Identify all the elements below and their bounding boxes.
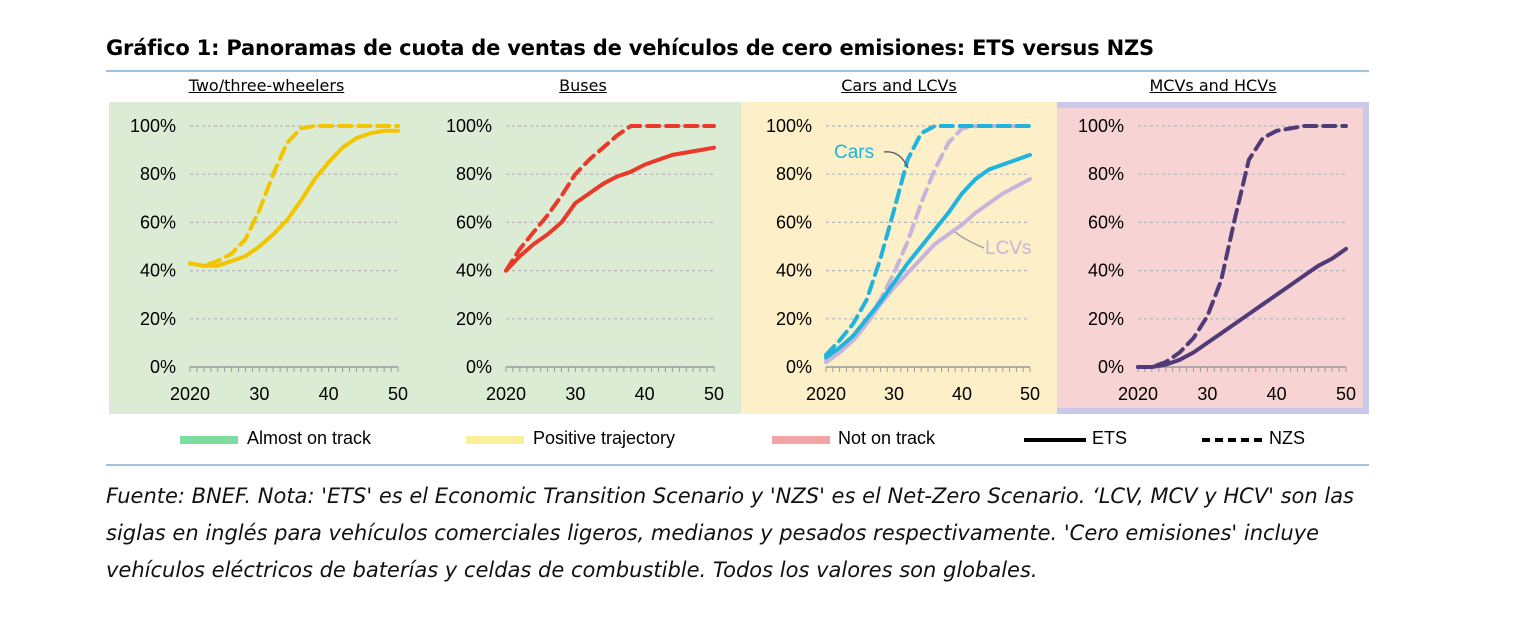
panel-title-mcvs-hcvs: MCVs and HCVs — [1149, 76, 1277, 95]
legend-label-ets: ETS — [1092, 428, 1128, 448]
panel-title-two-three-wheelers: Two/three-wheelers — [188, 76, 345, 95]
x-tick-label: 2020 — [1118, 384, 1158, 404]
y-tick-label: 20% — [1088, 309, 1124, 329]
y-tick-label: 20% — [776, 309, 812, 329]
y-tick-label: 60% — [140, 212, 176, 232]
legend-label-almost-on-track: Almost on track — [247, 428, 372, 448]
series-line-ets — [1136, 246, 1348, 369]
panel-background-two-three-wheelers — [109, 102, 425, 414]
y-tick-label: 60% — [456, 212, 492, 232]
panel-title-buses: Buses — [559, 76, 607, 95]
y-tick-label: 0% — [786, 357, 812, 377]
y-tick-label: 0% — [466, 357, 492, 377]
x-tick-label: 50 — [704, 384, 724, 404]
annotation-cars: Cars — [834, 142, 874, 163]
x-tick-label: 40 — [1267, 384, 1287, 404]
chart-title: Gráfico 1: Panoramas de cuota de ventas … — [106, 36, 1154, 60]
x-tick-label: 2020 — [806, 384, 846, 404]
x-tick-label: 30 — [249, 384, 269, 404]
legend-line-ets — [1024, 438, 1086, 442]
legend-swatch-almost-on-track — [180, 436, 238, 444]
y-tick-label: 20% — [456, 309, 492, 329]
series-line-ets — [188, 128, 400, 268]
y-tick-label: 0% — [150, 357, 176, 377]
x-tick-label: 30 — [884, 384, 904, 404]
y-tick-label: 100% — [446, 116, 492, 136]
annotation-lcvs: LCVs — [985, 238, 1031, 259]
legend-swatch-positive-trajectory — [466, 436, 524, 444]
y-tick-label: 100% — [766, 116, 812, 136]
series-line-nzs — [188, 124, 400, 268]
series-line-nzs — [1136, 124, 1348, 369]
legend-line-nzs — [1202, 438, 1262, 442]
x-tick-label: 2020 — [486, 384, 526, 404]
panel-background-mcvs-hcvs — [1057, 102, 1369, 414]
series-line-cars-nzs — [824, 124, 1032, 357]
y-tick-label: 0% — [1098, 357, 1124, 377]
series-line-cars-ets — [824, 152, 1032, 360]
panel-border-right — [1363, 102, 1369, 414]
legend-label-not-on-track: Not on track — [838, 428, 936, 448]
panel-title-cars-lcvs: Cars and LCVs — [841, 76, 957, 95]
top-divider — [106, 70, 1369, 72]
panel-border-top — [1057, 102, 1369, 108]
x-tick-label: 40 — [319, 384, 339, 404]
legend-swatch-not-on-track — [772, 436, 830, 444]
panel-background-cars-lcvs — [741, 102, 1057, 414]
panel-border-bottom — [1057, 408, 1369, 414]
y-tick-label: 60% — [1088, 212, 1124, 232]
annotation-leader-lcvs — [954, 231, 985, 249]
source-note: Fuente: BNEF. Nota: 'ETS' es el Economic… — [106, 484, 1355, 582]
x-tick-label: 50 — [1020, 384, 1040, 404]
x-tick-label: 40 — [952, 384, 972, 404]
legend-label-positive-trajectory: Positive trajectory — [533, 428, 676, 448]
series-line-nzs — [504, 124, 716, 273]
legend-label-nzs: NZS — [1269, 428, 1305, 448]
x-tick-label: 50 — [1336, 384, 1356, 404]
y-tick-label: 60% — [776, 212, 812, 232]
y-tick-label: 80% — [456, 164, 492, 184]
annotation-leader-cars — [883, 151, 909, 169]
charts-canvas: 0% 20% 40% 60% 80% 100% 2020 30 40 50 0% 20% 40% 60% 8… — [109, 102, 1369, 414]
series-line-ets — [504, 145, 716, 273]
y-tick-label: 40% — [456, 261, 492, 281]
x-tick-label: 2020 — [170, 384, 210, 404]
x-tick-label: 30 — [1197, 384, 1217, 404]
bottom-divider — [106, 464, 1369, 466]
x-tick-label: 40 — [635, 384, 655, 404]
y-tick-label: 80% — [140, 164, 176, 184]
y-tick-label: 100% — [1078, 116, 1124, 136]
y-tick-label: 40% — [1088, 261, 1124, 281]
x-tick-label: 30 — [565, 384, 585, 404]
y-tick-label: 40% — [776, 261, 812, 281]
y-tick-label: 100% — [130, 116, 176, 136]
y-tick-label: 80% — [1088, 164, 1124, 184]
x-tick-label: 50 — [388, 384, 408, 404]
y-tick-label: 40% — [140, 261, 176, 281]
y-tick-label: 20% — [140, 309, 176, 329]
y-tick-label: 80% — [776, 164, 812, 184]
